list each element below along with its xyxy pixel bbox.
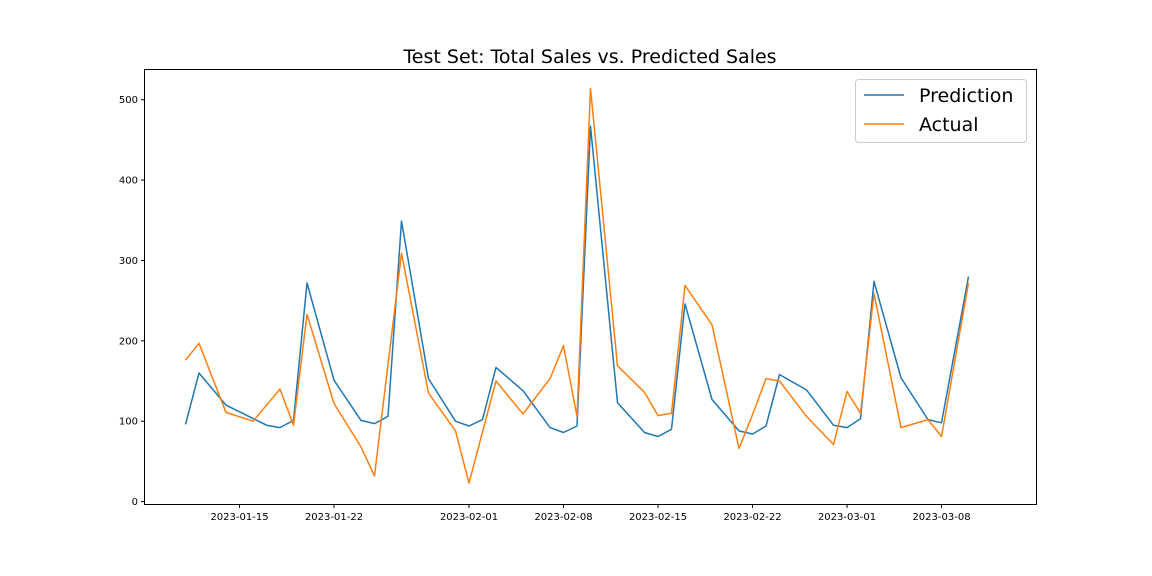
- y-tick-label: 300: [119, 256, 138, 267]
- series-line-prediction: [184, 125, 970, 438]
- y-tick-label: 200: [119, 336, 138, 347]
- x-tick-label: 2023-03-08: [912, 512, 970, 523]
- series-line-actual: [184, 87, 970, 484]
- x-tick-label: 2023-01-15: [210, 512, 268, 523]
- x-tick-label: 2023-01-22: [305, 512, 363, 523]
- x-tick-label: 2023-02-15: [629, 512, 687, 523]
- x-tick-label: 2023-02-08: [534, 512, 592, 523]
- x-tick-label: 2023-03-01: [818, 512, 876, 523]
- series-layer: [184, 87, 970, 484]
- y-axis: 0 100 200 300 400 500: [119, 95, 145, 508]
- y-tick-label: 0: [132, 497, 138, 508]
- chart-title: Test Set: Total Sales vs. Predicted Sale…: [402, 46, 776, 68]
- y-tick-label: 400: [119, 176, 138, 187]
- x-tick-label: 2023-02-01: [440, 512, 498, 523]
- x-axis: 2023-01-15 2023-01-22 2023-02-01 2023-02-08…: [210, 504, 971, 523]
- x-tick-label: 2023-02-22: [723, 512, 781, 523]
- y-tick-label: 100: [119, 417, 138, 428]
- legend: Prediction Actual: [855, 79, 1027, 143]
- legend-label-prediction: Prediction: [919, 85, 1013, 107]
- plot-frame: [144, 69, 1037, 505]
- legend-label-actual: Actual: [919, 114, 979, 136]
- y-tick-label: 500: [119, 95, 138, 106]
